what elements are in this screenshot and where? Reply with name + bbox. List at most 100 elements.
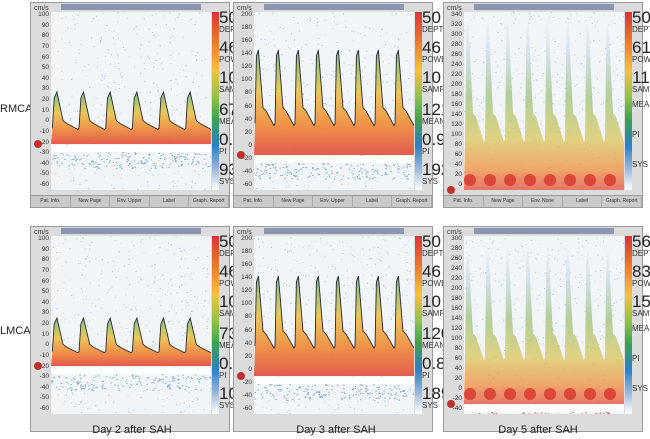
noise-speckle: [270, 299, 272, 301]
baseline-band: [464, 405, 624, 412]
noise-speckle: [594, 281, 596, 283]
noise-speckle: [63, 339, 65, 341]
noise-speckle: [175, 185, 177, 187]
reverse-flow-speckle: [385, 164, 388, 166]
toolbar-button[interactable]: New Page: [274, 196, 314, 207]
noise-speckle: [101, 259, 103, 260]
noise-speckle: [85, 258, 87, 260]
noise-speckle: [559, 278, 562, 280]
y-tick-label: 60: [454, 355, 462, 362]
noise-speckle: [52, 21, 54, 23]
reverse-flow-speckle: [77, 382, 80, 384]
noise-speckle: [183, 402, 185, 404]
y-tick-label: -40: [242, 391, 252, 399]
noise-speckle: [535, 59, 537, 61]
noise-speckle: [385, 287, 387, 289]
toolbar-button[interactable]: Env. None: [523, 196, 563, 207]
reverse-flow-speckle: [372, 173, 374, 175]
reverse-flow-speckle: [261, 173, 263, 175]
noise-speckle: [265, 407, 267, 409]
noise-speckle: [267, 267, 269, 269]
baseline-marker-icon[interactable]: [237, 372, 245, 380]
baseline-marker-icon[interactable]: [447, 400, 455, 408]
y-tick-label: 70: [41, 42, 49, 50]
reverse-flow-speckle: [378, 389, 380, 391]
velocity-axis: 100 90 80 70 60 50 40 30 20 10 0 -10 -20 -30 -40 -50 -60: [31, 11, 51, 190]
noise-speckle: [286, 250, 288, 252]
high-velocity-blob: [464, 174, 476, 186]
toolbar-button[interactable]: Pat. Info.: [444, 196, 484, 207]
reverse-flow-speckle: [102, 380, 104, 382]
noise-speckle: [120, 384, 122, 386]
reverse-flow-speckle: [210, 155, 211, 157]
reverse-flow-speckle: [271, 384, 273, 386]
toolbar-button[interactable]: Pat. Info.: [234, 196, 274, 207]
noise-speckle: [151, 15, 153, 17]
noise-speckle: [472, 73, 474, 75]
noise-speckle: [594, 26, 596, 28]
toolbar-button[interactable]: Pat. Info.: [31, 196, 71, 207]
noise-speckle: [179, 103, 181, 105]
baseline-marker-icon[interactable]: [237, 151, 245, 159]
reverse-flow-speckle: [132, 377, 134, 379]
noise-speckle: [182, 36, 184, 38]
noise-speckle: [517, 251, 519, 253]
noise-speckle: [107, 262, 109, 264]
reverse-flow-speckle: [55, 154, 57, 156]
noise-speckle: [406, 262, 408, 263]
reverse-flow-speckle: [606, 412, 608, 414]
readout-value: 50: [632, 8, 650, 27]
noise-speckle: [286, 181, 288, 183]
reverse-flow-speckle: [191, 162, 194, 164]
toolbar-button[interactable]: Graph. Report: [602, 196, 642, 207]
noise-speckle: [86, 179, 88, 181]
noise-speckle: [178, 159, 181, 161]
toolbar-button[interactable]: New Page: [484, 196, 524, 207]
noise-speckle: [290, 323, 293, 324]
noise-speckle: [410, 263, 412, 265]
noise-speckle: [483, 97, 485, 99]
noise-speckle: [265, 25, 268, 27]
noise-speckle: [349, 322, 351, 324]
toolbar-button[interactable]: Label: [150, 196, 190, 207]
toolbar-button[interactable]: Env. Upper: [110, 196, 150, 207]
baseline-marker-icon[interactable]: [34, 362, 42, 370]
baseline-marker-icon[interactable]: [34, 140, 42, 148]
toolbar-button[interactable]: Label: [353, 196, 393, 207]
noise-speckle: [258, 246, 260, 248]
baseline-marker-icon[interactable]: [447, 186, 455, 194]
toolbar-button[interactable]: New Page: [71, 196, 111, 207]
noise-speckle: [203, 316, 205, 318]
noise-speckle: [359, 288, 362, 290]
noise-speckle: [181, 275, 183, 277]
noise-speckle: [148, 330, 151, 332]
reverse-flow-speckle: [268, 173, 271, 175]
toolbar-button[interactable]: Graph. Report: [392, 196, 432, 207]
reverse-flow-speckle: [121, 154, 123, 156]
noise-speckle: [538, 338, 540, 340]
toolbar-button[interactable]: Label: [563, 196, 603, 207]
noise-speckle: [555, 109, 557, 111]
noise-speckle: [508, 260, 510, 261]
noise-speckle: [401, 33, 403, 35]
noise-speckle: [89, 87, 91, 89]
noise-speckle: [508, 253, 511, 255]
noise-speckle: [182, 326, 184, 328]
units-label: cm/s: [34, 5, 49, 12]
noise-speckle: [354, 76, 356, 78]
noise-speckle: [108, 289, 110, 291]
noise-speckle: [324, 19, 326, 21]
noise-speckle: [520, 245, 522, 246]
toolbar-button[interactable]: Graph. Report: [189, 196, 229, 207]
noise-speckle: [623, 16, 624, 18]
reverse-flow-speckle: [286, 174, 288, 176]
noise-speckle: [548, 16, 550, 18]
reverse-flow-speckle: [372, 178, 374, 180]
noise-speckle: [590, 16, 592, 18]
toolbar-button[interactable]: Env. Upper: [313, 196, 353, 207]
reverse-flow-speckle: [91, 389, 94, 391]
noise-speckle: [158, 389, 160, 391]
readout-label: SAMPLE: [632, 309, 650, 318]
readout-label: SYS: [422, 177, 439, 186]
reverse-flow-speckle: [405, 178, 408, 180]
